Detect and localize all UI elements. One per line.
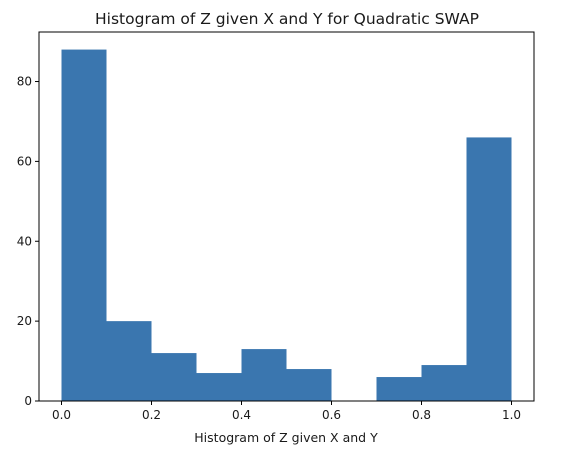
x-tick-label: 0.4: [232, 408, 251, 422]
x-tick-label: 0.8: [412, 408, 431, 422]
x-axis-label: Histogram of Z given X and Y: [194, 430, 378, 445]
x-tick-label: 1.0: [502, 408, 521, 422]
histogram-bar: [196, 373, 242, 401]
histogram-bar: [241, 349, 287, 401]
plot-frame: [38, 31, 535, 402]
y-tick-label: 20: [17, 314, 32, 328]
x-tick-label: 0.0: [52, 408, 71, 422]
histogram-bar: [151, 353, 197, 401]
histogram-bar: [286, 369, 332, 401]
histogram-bar: [106, 321, 152, 401]
chart-title: Histogram of Z given X and Y for Quadrat…: [95, 10, 479, 28]
y-tick-label: 0: [24, 394, 32, 408]
x-axis-ticks: 0.0 0.2 0.4 0.6 0.8 1.0: [52, 401, 521, 422]
y-tick-label: 80: [17, 75, 32, 89]
y-tick-label: 60: [17, 154, 32, 168]
histogram-bar: [421, 365, 467, 401]
bars-group: [61, 49, 512, 401]
x-tick-label: 0.6: [322, 408, 341, 422]
histogram-bar: [466, 137, 512, 401]
histogram-bar: [61, 49, 107, 401]
histogram-bar: [376, 377, 422, 401]
y-axis-ticks: 0 20 40 60 80: [17, 75, 39, 408]
y-tick-label: 40: [17, 234, 32, 248]
x-tick-label: 0.2: [142, 408, 161, 422]
